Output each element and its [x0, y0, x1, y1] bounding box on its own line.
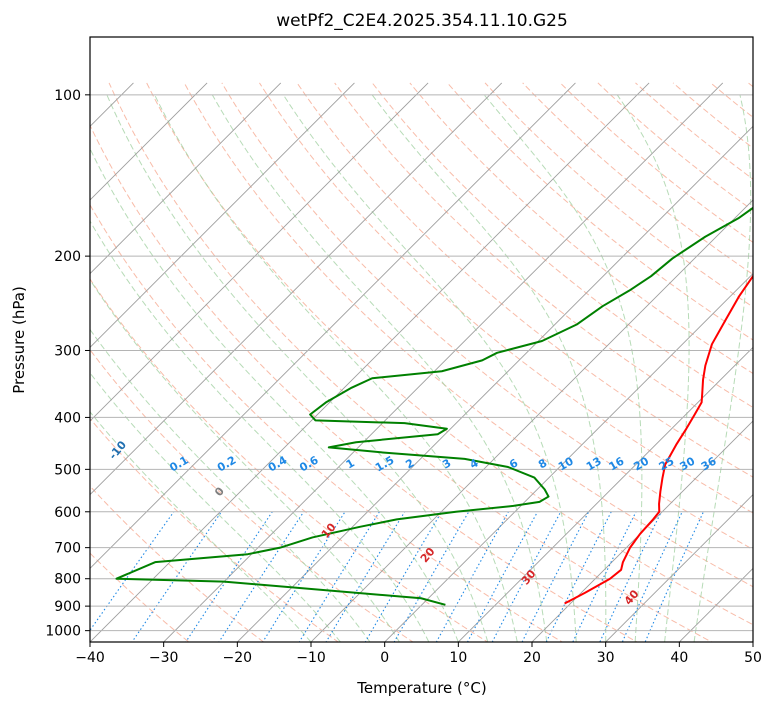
isotherm-line	[90, 82, 282, 275]
y-tick-label: 900	[54, 599, 81, 615]
isotherm-line	[457, 346, 753, 642]
moist-adiabat-line	[211, 94, 548, 642]
plot-area	[90, 37, 753, 642]
isotherm-line	[90, 82, 355, 348]
isotherm-line	[90, 82, 503, 496]
chart-title: wetPf2_C2E4.2025.354.11.10.G25	[276, 11, 568, 31]
dry-adiabat-line	[371, 82, 753, 409]
mixing-ratio-line	[435, 511, 509, 642]
isotherm-line	[310, 199, 753, 642]
x-tick-label: −10	[296, 650, 326, 666]
line-labels: 0.10.20.40.611.52346810131620253036-100-…	[106, 438, 719, 607]
mixing-ratio-line	[644, 511, 704, 642]
isotherm-line	[531, 420, 753, 642]
y-tick-label: 700	[54, 541, 81, 557]
x-tick-label: 10	[449, 650, 467, 666]
mixing-ratio-line	[131, 511, 222, 642]
y-tick-label: 1000	[45, 624, 81, 640]
mixing-ratio-line	[364, 511, 443, 642]
x-tick-label: 50	[744, 650, 762, 666]
x-tick-label: −30	[149, 650, 179, 666]
x-tick-label: 20	[523, 650, 541, 666]
isotherm-line	[236, 125, 753, 642]
dry-adiabat-line	[90, 124, 639, 642]
dry-adiabat-line	[259, 82, 753, 514]
x-tick-label: 40	[670, 650, 688, 666]
mixing-ratio-line	[491, 511, 562, 642]
mixing-ratio-line	[521, 511, 590, 642]
mixing-ratio-line	[325, 511, 406, 642]
x-tick-label: −20	[223, 650, 253, 666]
y-tick-label: 300	[54, 343, 81, 359]
dry-adiabat-line	[90, 203, 564, 642]
mixing-ratio-line	[298, 511, 380, 642]
moist-adiabat-line	[90, 220, 430, 642]
y-tick-label: 800	[54, 572, 81, 588]
y-tick-label: 200	[54, 249, 81, 265]
dry-adiabat-line	[146, 82, 753, 626]
mixing-ratio-line	[545, 511, 612, 642]
moist-adiabat-line	[282, 94, 577, 642]
dewpoint-profile-line	[115, 206, 753, 606]
dry-adiabat-line	[409, 82, 753, 375]
dry-adiabat-line	[334, 82, 753, 443]
y-tick-label: 400	[54, 410, 81, 426]
mixing-ratio-line	[572, 511, 637, 642]
x-axis-label: Temperature (°C)	[356, 679, 486, 697]
x-tick-label: 0	[380, 650, 389, 666]
isotherm-line	[163, 82, 724, 642]
dry-adiabat-line	[183, 82, 753, 588]
moist-adiabat-line	[90, 278, 400, 642]
isotherm-line	[605, 494, 753, 642]
x-tick-label: −40	[75, 650, 105, 666]
isotherm-line	[90, 82, 576, 569]
isotherm-line	[90, 82, 429, 422]
y-tick-label: 500	[54, 462, 81, 478]
moist-adiabat-line	[616, 94, 690, 642]
dry-adiabat-line	[90, 485, 265, 642]
mixing-ratio-line	[621, 511, 683, 642]
y-tick-label: 600	[54, 505, 81, 521]
moist-adiabat-line	[154, 94, 518, 642]
dry-adiabat-line	[221, 82, 753, 550]
dry-adiabat-line	[90, 348, 414, 642]
isotherm-line	[90, 82, 208, 201]
temperature-profile-line	[564, 274, 753, 605]
moist-adiabat-line	[90, 328, 371, 642]
moist-adiabat-line	[106, 94, 489, 642]
mixing-ratio-line	[466, 511, 539, 642]
mixing-ratio-line	[599, 511, 662, 642]
profile-lines	[115, 206, 753, 606]
isotherm-line	[90, 82, 650, 642]
axes: −40 −30 −20 −10 0 10 20 30 40 50 100 200 300 400 500 60…	[45, 88, 762, 666]
plot-frame	[89, 36, 754, 643]
dry-adiabat-line	[90, 417, 340, 642]
mixing-ratio-line	[185, 511, 273, 642]
mixing-ratio-line	[90, 511, 175, 632]
y-axis-label: Pressure (hPa)	[10, 286, 28, 394]
moist-adiabat-line	[371, 94, 607, 642]
isotherm-line	[384, 273, 753, 642]
moist-adiabat-line	[483, 94, 643, 642]
moist-adiabat-line	[90, 372, 341, 642]
dry-adiabat-line	[447, 82, 753, 341]
y-tick-label: 100	[54, 88, 81, 104]
moist-adiabat-line	[693, 94, 752, 642]
dry-adiabat-line	[296, 82, 753, 478]
mixing-ratio-line	[393, 511, 470, 642]
x-tick-label: 30	[597, 650, 615, 666]
